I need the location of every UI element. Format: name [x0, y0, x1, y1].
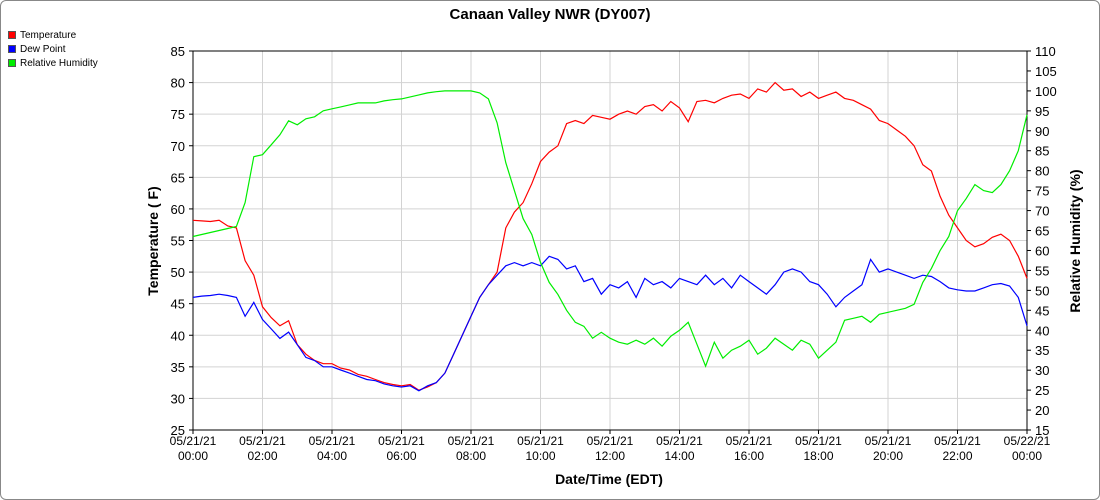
- y-right-tick-label: 75: [1035, 184, 1049, 199]
- x-tick-date: 05/21/21: [170, 434, 217, 448]
- x-axis-label: Date/Time (EDT): [555, 471, 663, 487]
- x-tick-date: 05/21/21: [656, 434, 703, 448]
- y-right-tick-label: 65: [1035, 224, 1049, 239]
- y-right-tick-label: 40: [1035, 323, 1049, 338]
- x-tick-time: 18:00: [803, 449, 833, 463]
- x-tick-date: 05/21/21: [865, 434, 912, 448]
- x-tick-time: 06:00: [386, 449, 416, 463]
- x-tick-time: 20:00: [873, 449, 903, 463]
- x-tick-date: 05/21/21: [517, 434, 564, 448]
- y-right-tick-label: 25: [1035, 383, 1049, 398]
- legend-swatch-temperature: [8, 31, 16, 39]
- y-left-tick-label: 85: [171, 44, 185, 59]
- y-left-tick-label: 35: [171, 360, 185, 375]
- y-right-tick-label: 15: [1035, 423, 1049, 438]
- x-tick-date: 05/21/21: [726, 434, 773, 448]
- chart-title: Canaan Valley NWR (DY007): [450, 6, 651, 23]
- y-right-tick-label: 80: [1035, 164, 1049, 179]
- x-tick-date: 05/21/21: [587, 434, 634, 448]
- legend-swatch-dew-point: [8, 45, 16, 53]
- y-left-tick-label: 25: [171, 423, 185, 438]
- y-left-tick-label: 40: [171, 328, 185, 343]
- y-left-tick-label: 55: [171, 234, 185, 249]
- legend-label-dew-point: Dew Point: [20, 43, 66, 55]
- y-right-tick-label: 45: [1035, 303, 1049, 318]
- x-axis-ticks: 05/21/2100:0005/21/2102:0005/21/2104:000…: [170, 430, 1051, 463]
- y-left-tick-label: 60: [171, 202, 185, 217]
- y-left-tick-label: 65: [171, 170, 185, 185]
- x-tick-time: 00:00: [178, 449, 208, 463]
- x-tick-date: 05/21/21: [448, 434, 495, 448]
- x-tick-time: 14:00: [664, 449, 694, 463]
- x-tick-time: 04:00: [317, 449, 347, 463]
- y-right-tick-label: 70: [1035, 204, 1049, 219]
- series-line-temperature: [192, 81, 1028, 391]
- y-axis-right-label: Relative Humidity (%): [1067, 169, 1083, 312]
- x-tick-time: 16:00: [734, 449, 764, 463]
- x-tick-time: 08:00: [456, 449, 486, 463]
- y-axis-left-label: Temperature ( F): [145, 186, 161, 295]
- y-left-tick-label: 45: [171, 297, 185, 312]
- legend-item-dew-point: Dew Point: [8, 42, 98, 56]
- x-tick-date: 05/21/21: [795, 434, 842, 448]
- y-left-tick-label: 50: [171, 265, 185, 280]
- series-lines: [192, 81, 1028, 392]
- x-tick-time: 10:00: [525, 449, 555, 463]
- y-left-tick-label: 30: [171, 391, 185, 406]
- y-right-tick-label: 20: [1035, 403, 1049, 418]
- x-tick-time: 12:00: [595, 449, 625, 463]
- right-axis-ticks: 15 20 25 30 35 40 45 50 55 60 65 70 75 80 85 90 95 100 105…: [1027, 44, 1057, 438]
- x-tick-date: 05/22/21: [1004, 434, 1051, 448]
- y-right-tick-label: 90: [1035, 124, 1049, 139]
- y-right-tick-label: 30: [1035, 363, 1049, 378]
- y-right-tick-label: 50: [1035, 283, 1049, 298]
- y-right-tick-label: 95: [1035, 104, 1049, 119]
- legend-item-temperature: Temperature: [8, 28, 98, 42]
- legend-item-relative-humidity: Relative Humidity: [8, 56, 98, 70]
- x-tick-date: 05/21/21: [934, 434, 981, 448]
- grid: [192, 50, 1028, 431]
- legend-swatch-relative-humidity: [8, 59, 16, 67]
- y-right-tick-label: 35: [1035, 343, 1049, 358]
- y-right-tick-label: 110: [1035, 44, 1056, 59]
- legend: Temperature Dew Point Relative Humidity: [8, 28, 98, 70]
- x-tick-date: 05/21/21: [378, 434, 425, 448]
- y-left-tick-label: 70: [171, 139, 185, 154]
- y-left-tick-label: 80: [171, 76, 185, 91]
- x-tick-time: 02:00: [247, 449, 277, 463]
- y-right-tick-label: 55: [1035, 263, 1049, 278]
- y-right-tick-label: 60: [1035, 243, 1049, 258]
- y-right-tick-label: 100: [1035, 84, 1057, 99]
- x-tick-date: 05/21/21: [309, 434, 356, 448]
- x-tick-time: 00:00: [1012, 449, 1042, 463]
- y-right-tick-label: 105: [1035, 64, 1057, 79]
- x-tick-date: 05/21/21: [239, 434, 286, 448]
- y-left-tick-label: 75: [171, 107, 185, 122]
- series-line-relative-humidity: [192, 90, 1028, 368]
- left-axis-ticks: 25 30 35 40 45 50 55 60 65 70 75 80 85: [171, 44, 193, 438]
- legend-label-relative-humidity: Relative Humidity: [20, 57, 98, 69]
- x-tick-time: 22:00: [942, 449, 972, 463]
- y-right-tick-label: 85: [1035, 144, 1049, 159]
- series-line-dew-point: [192, 255, 1028, 392]
- legend-label-temperature: Temperature: [20, 29, 77, 41]
